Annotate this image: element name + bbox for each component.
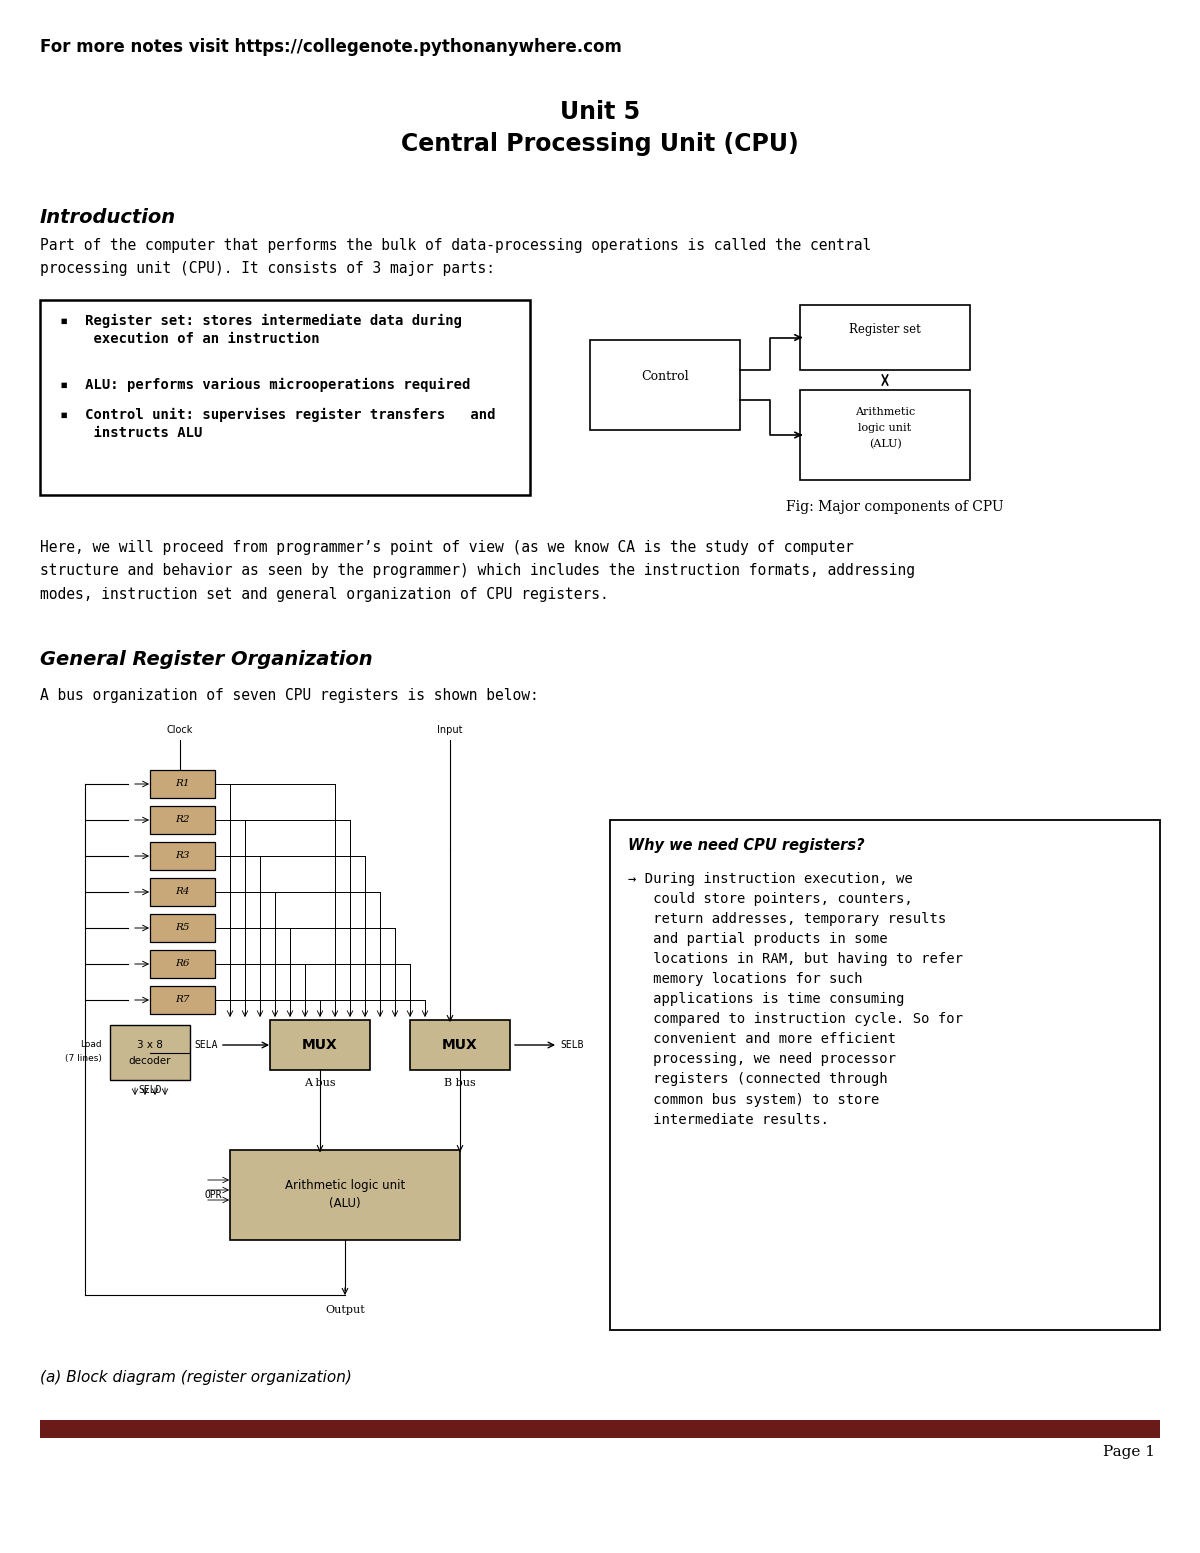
Text: Central Processing Unit (CPU): Central Processing Unit (CPU)	[401, 132, 799, 155]
Text: → During instruction execution, we
   could store pointers, counters,
   return : → During instruction execution, we could…	[628, 871, 964, 1126]
Text: Output: Output	[325, 1305, 365, 1315]
Text: Introduction: Introduction	[40, 208, 176, 227]
Text: R1: R1	[175, 780, 190, 789]
Text: Clock: Clock	[167, 725, 193, 735]
Text: (ALU): (ALU)	[869, 439, 901, 449]
Bar	[110, 1025, 190, 1079]
Text: OPR: OPR	[204, 1190, 222, 1200]
Text: A bus: A bus	[304, 1078, 336, 1089]
Bar	[230, 1151, 460, 1239]
Text: Fig: Major components of CPU: Fig: Major components of CPU	[786, 500, 1004, 514]
Bar	[150, 770, 215, 798]
Text: Input: Input	[437, 725, 463, 735]
Text: Load: Load	[80, 1041, 102, 1048]
Bar	[150, 806, 215, 834]
Text: ▪  Register set: stores intermediate data during
    execution of an instruction: ▪ Register set: stores intermediate data…	[60, 314, 462, 346]
Text: R2: R2	[175, 815, 190, 825]
Text: ▪  Control unit: supervises register transfers   and
    instructs ALU: ▪ Control unit: supervises register tran…	[60, 408, 496, 439]
Text: MUX: MUX	[302, 1037, 338, 1051]
Text: (a) Block diagram (register organization): (a) Block diagram (register organization…	[40, 1370, 352, 1385]
Text: Part of the computer that performs the bulk of data-processing operations is cal: Part of the computer that performs the b…	[40, 238, 871, 276]
Text: R6: R6	[175, 960, 190, 969]
Text: Arithmetic logic unit: Arithmetic logic unit	[284, 1179, 406, 1191]
Text: Arithmetic: Arithmetic	[854, 407, 916, 418]
Text: For more notes visit https://collegenote.pythonanywhere.com: For more notes visit https://collegenote…	[40, 37, 622, 56]
Text: R5: R5	[175, 924, 190, 932]
Text: Page 1: Page 1	[1103, 1444, 1154, 1458]
Text: B bus: B bus	[444, 1078, 476, 1089]
Text: R7: R7	[175, 995, 190, 1005]
Bar	[150, 986, 215, 1014]
Text: decoder: decoder	[128, 1056, 172, 1065]
Text: (7 lines): (7 lines)	[65, 1054, 102, 1062]
Text: Here, we will proceed from programmer’s point of view (as we know CA is the stud: Here, we will proceed from programmer’s …	[40, 540, 916, 603]
Bar	[40, 1419, 1160, 1438]
Bar	[150, 842, 215, 870]
Bar	[410, 1020, 510, 1070]
Bar	[150, 915, 215, 943]
Bar	[40, 300, 530, 495]
Text: Register set: Register set	[850, 323, 920, 335]
Bar	[150, 877, 215, 905]
Text: Unit 5: Unit 5	[560, 99, 640, 124]
Bar	[270, 1020, 370, 1070]
Text: A bus organization of seven CPU registers is shown below:: A bus organization of seven CPU register…	[40, 688, 539, 704]
Bar	[800, 390, 970, 480]
Bar	[150, 950, 215, 978]
Text: General Register Organization: General Register Organization	[40, 651, 373, 669]
Text: ▪  ALU: performs various microoperations required: ▪ ALU: performs various microoperations …	[60, 377, 470, 393]
Text: (ALU): (ALU)	[329, 1196, 361, 1210]
Text: SELB: SELB	[560, 1041, 583, 1050]
Text: 3 x 8: 3 x 8	[137, 1039, 163, 1050]
Text: R4: R4	[175, 887, 190, 896]
Text: MUX: MUX	[442, 1037, 478, 1051]
Bar	[590, 340, 740, 430]
Text: Control: Control	[641, 371, 689, 384]
Bar	[800, 304, 970, 370]
Text: SELD: SELD	[138, 1086, 162, 1095]
Text: R3: R3	[175, 851, 190, 860]
Bar	[610, 820, 1160, 1329]
Text: SELA: SELA	[194, 1041, 218, 1050]
Text: logic unit: logic unit	[858, 422, 912, 433]
Text: Why we need CPU registers?: Why we need CPU registers?	[628, 839, 865, 853]
